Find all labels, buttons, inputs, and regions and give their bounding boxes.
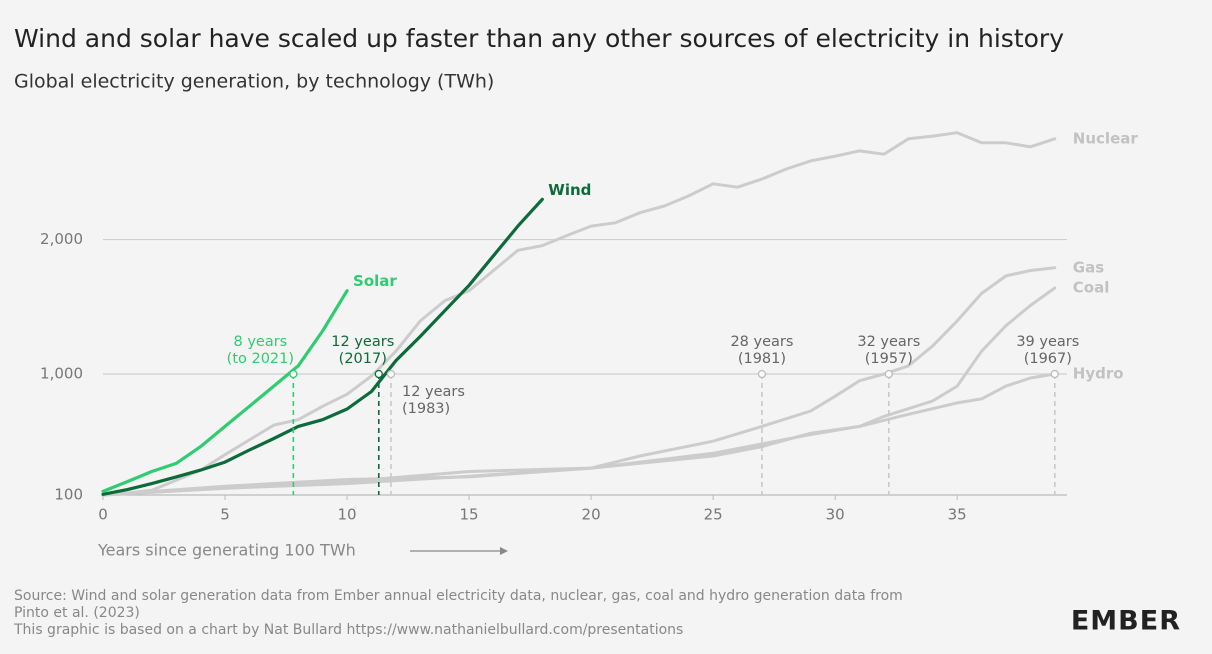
source-line: Pinto et al. (2023) xyxy=(14,605,140,621)
x-tick-label: 0 xyxy=(98,506,108,524)
source-line: Source: Wind and solar generation data f… xyxy=(14,588,903,604)
series-line xyxy=(101,372,1057,497)
x-tick-label: 5 xyxy=(220,506,230,524)
x-tick-label: 15 xyxy=(460,506,479,524)
annotation-label: (1967) xyxy=(1024,351,1072,367)
x-tick-label: 35 xyxy=(948,506,967,524)
y-tick-label: 1,000 xyxy=(40,365,83,383)
series-line xyxy=(101,289,349,493)
series-line xyxy=(101,131,1057,497)
chart-subtitle: Global electricity generation, by techno… xyxy=(14,71,494,93)
series-line xyxy=(101,197,544,496)
annotation-point xyxy=(374,369,383,379)
x-tick-label: 20 xyxy=(582,506,601,524)
annotation-label: (to 2021) xyxy=(227,351,294,367)
annotation-label: 12 years xyxy=(331,334,394,350)
series-label: Solar xyxy=(353,272,397,290)
series-line xyxy=(101,266,1057,497)
x-tick-label: 25 xyxy=(704,506,723,524)
series-line xyxy=(101,286,1057,497)
y-tick-label: 2,000 xyxy=(40,230,83,248)
annotation-point xyxy=(386,369,396,379)
series-label: Gas xyxy=(1073,258,1104,276)
x-axis-title: Years since generating 100 TWh xyxy=(97,541,356,560)
annotation-label: 8 years xyxy=(233,334,287,350)
annotation-point xyxy=(1050,369,1059,379)
annotation-label: (2017) xyxy=(339,351,387,367)
annotation-label: 28 years xyxy=(730,334,793,350)
logo: EMBER xyxy=(1071,606,1181,637)
annotation-label: (1981) xyxy=(738,351,786,367)
x-tick-label: 30 xyxy=(826,506,845,524)
annotation-label: 12 years xyxy=(402,384,465,400)
series-label: Coal xyxy=(1073,278,1110,296)
source-line: This graphic is based on a chart by Nat … xyxy=(13,622,683,638)
annotation-label: (1957) xyxy=(865,351,913,367)
annotation-point xyxy=(884,369,893,379)
annotation-point xyxy=(757,369,767,379)
series-label: Hydro xyxy=(1073,365,1124,383)
series-label: Wind xyxy=(548,181,591,199)
annotation-point xyxy=(289,369,298,379)
series-label: Nuclear xyxy=(1073,129,1139,147)
y-tick-label: 100 xyxy=(54,486,83,504)
annotation-label: 39 years xyxy=(1016,334,1079,350)
axis-arrow-head xyxy=(500,547,508,555)
annotation-label: 32 years xyxy=(857,334,920,350)
annotation-label: (1983) xyxy=(402,401,450,417)
x-tick-label: 10 xyxy=(338,506,357,524)
chart-title: Wind and solar have scaled up faster tha… xyxy=(14,24,1064,53)
